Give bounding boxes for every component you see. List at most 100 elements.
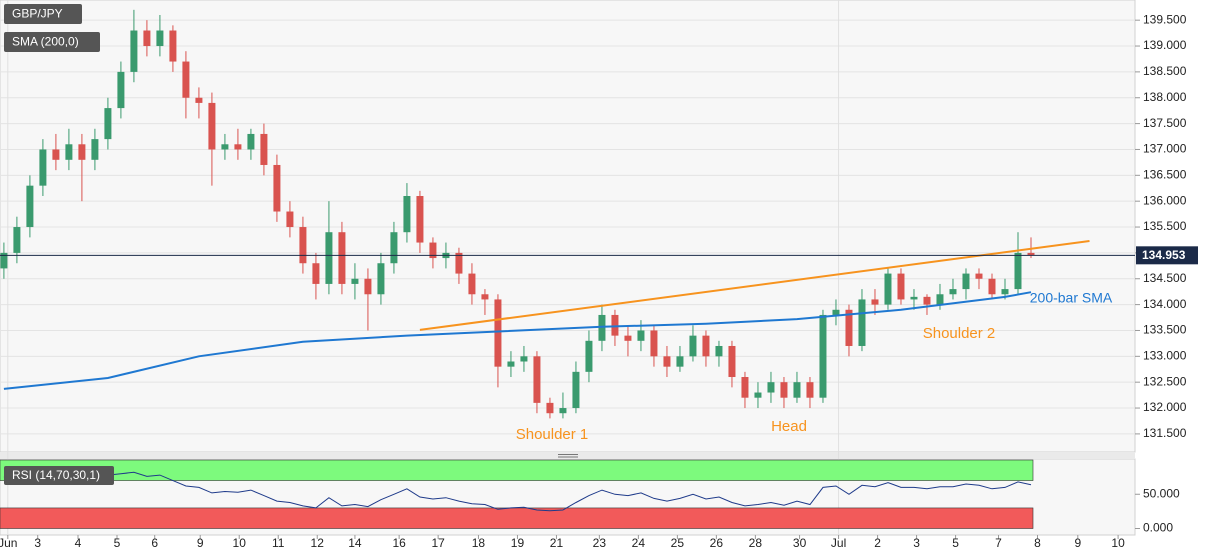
candle-body [858, 299, 866, 346]
candle-body [104, 108, 112, 140]
candle-body [234, 144, 242, 150]
sma-line [3, 291, 1032, 390]
candle-body [832, 309, 840, 315]
candle-body [546, 402, 554, 414]
candle-body [247, 133, 255, 150]
candle-body [65, 144, 73, 160]
x-tick-label: 23 [593, 536, 607, 550]
candle-body [780, 382, 788, 398]
candle-body [923, 296, 931, 305]
x-tick-label: 3 [34, 536, 41, 550]
x-tick-label: 7 [995, 536, 1002, 550]
x-tick-label: 5 [114, 536, 121, 550]
candle-body [91, 139, 99, 160]
candle-body [221, 144, 229, 150]
y-tick-label: 139.500 [1143, 12, 1187, 26]
candle-body [299, 227, 307, 264]
x-tick-label: 28 [749, 536, 763, 550]
candle-body [1014, 252, 1022, 290]
candle-body [819, 314, 827, 398]
y-tick-label: 135.500 [1143, 219, 1187, 233]
candle-body [416, 196, 424, 243]
candle-body [845, 309, 853, 346]
y-tick-label: 131.500 [1143, 426, 1187, 440]
candle-body [39, 149, 47, 186]
candle-body [182, 61, 190, 98]
y-tick-label: 138.000 [1143, 90, 1187, 104]
y-tick-label: 0.000 [1143, 521, 1173, 535]
candle-body [871, 299, 879, 305]
candle-body [117, 71, 125, 109]
candle-body [689, 335, 697, 357]
y-tick-label: 137.000 [1143, 142, 1187, 156]
candle-body [403, 196, 411, 233]
candle-body [52, 149, 60, 160]
x-tick-label: 17 [431, 536, 445, 550]
indicator-label: SMA (200,0) [12, 35, 79, 49]
x-tick-label: 16 [392, 536, 406, 550]
last-price-box [1136, 246, 1198, 265]
candle-body [351, 278, 359, 284]
annotation: Shoulder 2 [923, 325, 996, 342]
candle-body [377, 263, 385, 295]
candle-body [702, 335, 710, 357]
candle-body [897, 273, 905, 300]
candle-body [390, 232, 398, 264]
candle-body [260, 133, 268, 165]
last-price-label: 134.953 [1142, 248, 1186, 262]
rsi-line [3, 471, 1032, 512]
x-tick-label: 19 [511, 536, 525, 550]
x-tick-label: 11 [272, 536, 285, 550]
x-tick-label: 9 [197, 536, 204, 550]
candle-body [793, 382, 801, 398]
y-tick-label: 136.500 [1143, 167, 1187, 181]
y-tick-label: 138.500 [1143, 64, 1187, 78]
candle-body [533, 356, 541, 403]
candle-body [611, 314, 619, 336]
candle-body [143, 30, 151, 47]
x-tick-label: Jul [831, 536, 846, 550]
candle-body [208, 102, 216, 150]
x-tick-label: 6 [151, 536, 158, 550]
annotation: Head [771, 418, 807, 435]
candle-body [988, 278, 996, 295]
x-tick-label: 21 [550, 536, 564, 550]
y-tick-label: 139.000 [1143, 38, 1187, 52]
candle-body [455, 252, 463, 274]
candle-body [195, 97, 203, 103]
x-tick-label: 10 [1111, 536, 1125, 550]
candle-body [728, 345, 736, 378]
candle-body [637, 330, 645, 341]
x-tick-label: 4 [75, 536, 82, 550]
candle-body [598, 314, 606, 341]
candle-body [767, 382, 775, 393]
y-tick-label: 136.000 [1143, 193, 1187, 207]
candle-body [741, 377, 749, 398]
candle-body [286, 211, 294, 228]
indicator-badge[interactable] [4, 32, 100, 52]
candle-body [364, 278, 372, 295]
candle-body [572, 371, 580, 409]
candle-body [754, 392, 762, 398]
y-tick-label: 137.500 [1143, 116, 1187, 130]
candle-body [273, 164, 281, 212]
candle-body [481, 294, 489, 300]
x-tick-label: 8 [1034, 536, 1041, 550]
candle-body [169, 30, 177, 62]
symbol-badge[interactable] [4, 4, 82, 24]
candle-body [312, 263, 320, 284]
candle-body [962, 273, 970, 290]
y-tick-label: 133.000 [1143, 348, 1187, 362]
candle-body [0, 252, 8, 269]
x-tick-label: 2 [874, 536, 881, 550]
y-tick-label: 134.000 [1143, 297, 1187, 311]
panel-divider[interactable] [0, 452, 1135, 459]
x-tick-label: 12 [311, 536, 325, 550]
rsi-label: RSI (14,70,30,1) [12, 468, 100, 482]
price-panel [0, 0, 1136, 453]
candle-body [806, 382, 814, 398]
candle-body [936, 294, 944, 305]
rsi-badge[interactable] [4, 466, 114, 485]
